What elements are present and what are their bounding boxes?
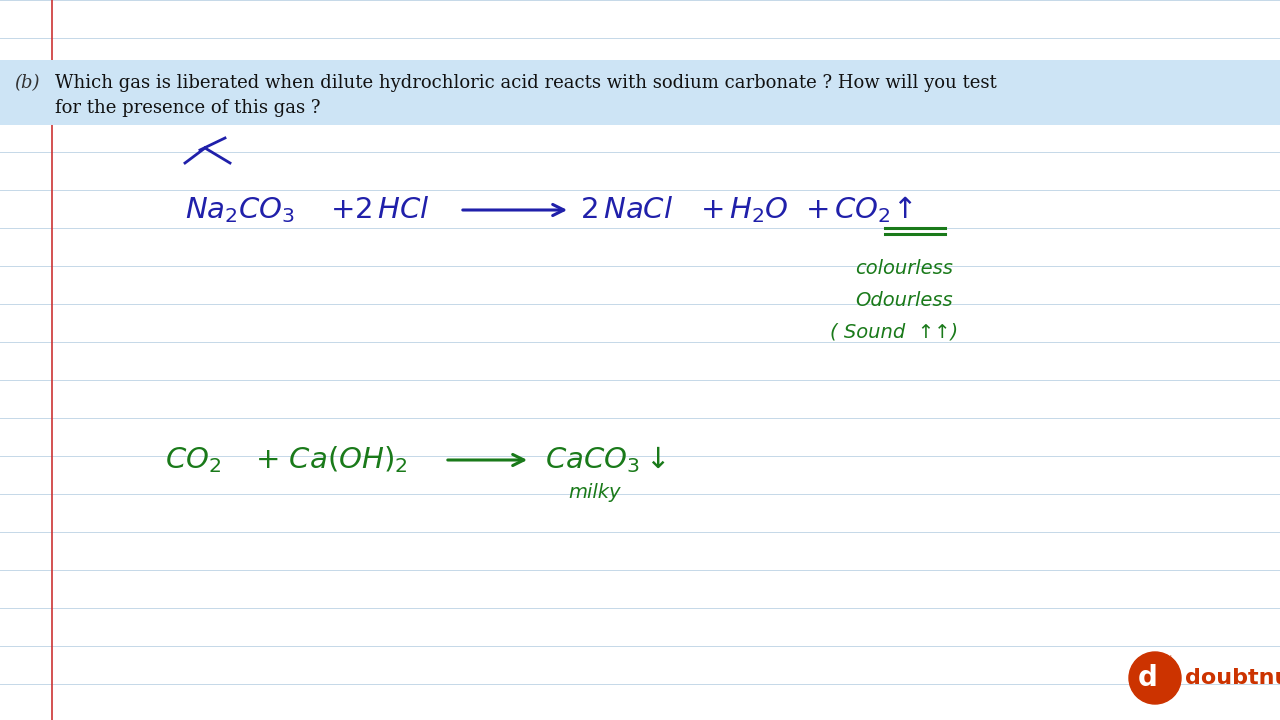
Text: $+\,H_2O$: $+\,H_2O$: [700, 195, 788, 225]
Bar: [0, 60, 1280, 125]
Text: (b): (b): [14, 74, 40, 92]
Text: $+\,CO_2\!\uparrow$: $+\,CO_2\!\uparrow$: [805, 194, 913, 225]
Text: Odourless: Odourless: [855, 290, 952, 310]
Text: d: d: [1138, 664, 1158, 692]
Text: doubtnut: doubtnut: [1185, 668, 1280, 688]
Text: $CO_2$: $CO_2$: [165, 445, 221, 475]
Circle shape: [1129, 652, 1181, 704]
Text: for the presence of this gas ?: for the presence of this gas ?: [55, 99, 320, 117]
Text: $+2\,HCl$: $+2\,HCl$: [330, 196, 430, 224]
Text: ♩: ♩: [1165, 654, 1172, 670]
Text: $2\,NaCl$: $2\,NaCl$: [580, 196, 673, 224]
Text: milky: milky: [568, 482, 621, 502]
Text: ( Sound  ↑↑): ( Sound ↑↑): [829, 323, 959, 341]
Text: Which gas is liberated when dilute hydrochloric acid reacts with sodium carbonat: Which gas is liberated when dilute hydro…: [55, 74, 997, 92]
Text: $CaCO_3\downarrow$: $CaCO_3\downarrow$: [545, 444, 667, 475]
Text: $Na_2CO_3$: $Na_2CO_3$: [186, 195, 294, 225]
Text: colourless: colourless: [855, 258, 952, 277]
Text: $+\ Ca(OH)_2$: $+\ Ca(OH)_2$: [255, 444, 408, 475]
